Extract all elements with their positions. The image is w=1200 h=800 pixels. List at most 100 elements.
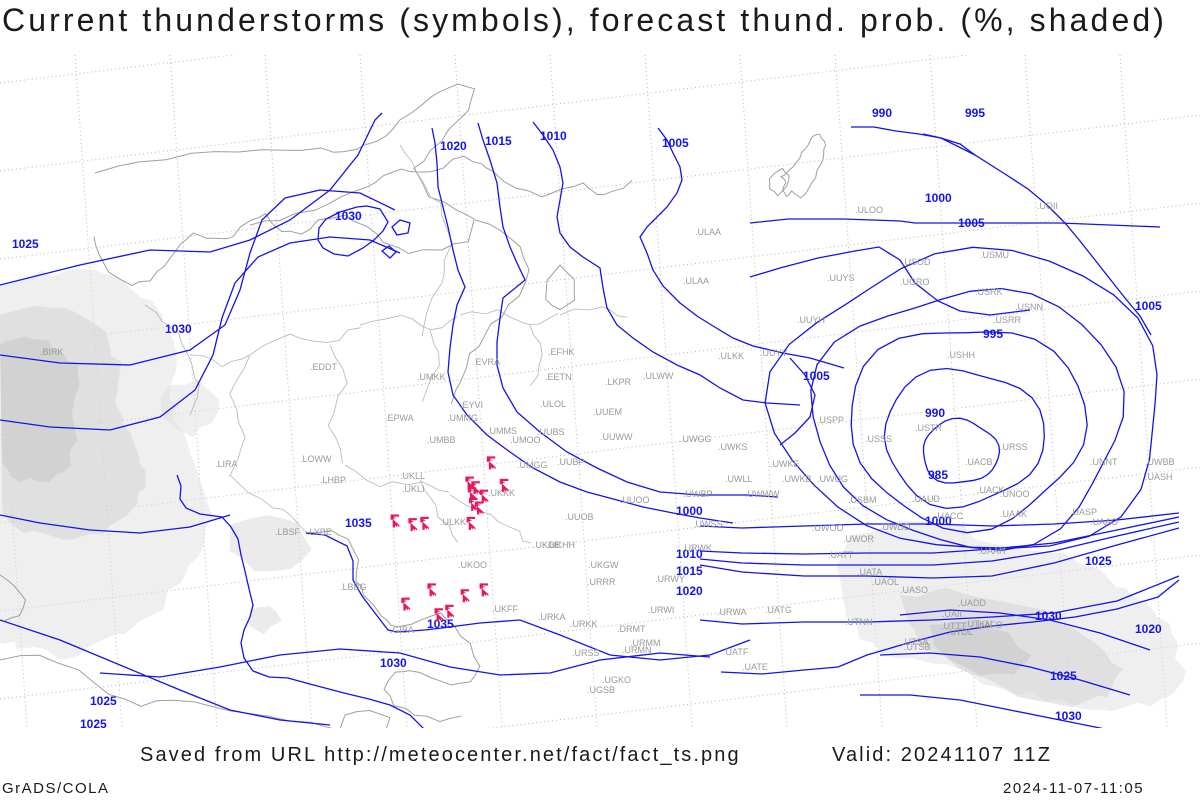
svg-text:.USTR: .USTR [915, 423, 943, 433]
svg-text:.USRK: .USRK [975, 287, 1003, 297]
svg-text:.ULKK: .ULKK [718, 351, 744, 361]
svg-text:.UWOR: .UWOR [843, 534, 874, 544]
svg-text:.ULOO: .ULOO [855, 205, 883, 215]
svg-text:.URWA: .URWA [717, 607, 747, 617]
svg-text:.UATA: .UATA [857, 567, 882, 577]
svg-text:.UKHH: .UKHH [547, 540, 575, 550]
svg-text:.UMOO: .UMOO [510, 435, 541, 445]
svg-text:1035: 1035 [345, 516, 372, 530]
svg-text:1020: 1020 [440, 139, 467, 153]
svg-text:.UOII: .UOII [1037, 201, 1058, 211]
svg-text:.URWK: .URWK [682, 543, 712, 553]
svg-text:1030: 1030 [335, 209, 362, 223]
svg-text:.URMM: .URMM [630, 638, 661, 648]
svg-text:.UMBB: .UMBB [427, 435, 456, 445]
svg-text:.URRR: .URRR [587, 577, 616, 587]
svg-text:.LKPR: .LKPR [605, 377, 632, 387]
svg-text:.UATT: .UATT [828, 550, 854, 560]
svg-text:1000: 1000 [925, 191, 952, 205]
svg-text:.UUYY: .UUYY [760, 348, 788, 358]
svg-text:985: 985 [928, 468, 948, 482]
svg-text:.USOD: .USOD [902, 257, 931, 267]
svg-text:.UNOO: .UNOO [1000, 489, 1030, 499]
svg-text:.LIRA: .LIRA [215, 459, 238, 469]
svg-text:.UNNT: .UNNT [1090, 457, 1118, 467]
svg-text:.UUBP: .UUBP [557, 457, 585, 467]
svg-text:.UMMG: .UMMG [447, 413, 478, 423]
svg-text:.UMGG: .UMGG [517, 460, 548, 470]
svg-text:.UGKO: .UGKO [602, 675, 631, 685]
svg-text:995: 995 [965, 106, 985, 120]
svg-text:.EDDT: .EDDT [310, 362, 338, 372]
svg-text:990: 990 [872, 106, 892, 120]
svg-text:.UUBS: .UUBS [537, 427, 565, 437]
svg-text:.URSS: .URSS [1000, 442, 1028, 452]
svg-text:.UATE: .UATE [742, 662, 768, 672]
svg-text:1005: 1005 [803, 369, 830, 383]
svg-text:.URKK: .URKK [570, 619, 598, 629]
svg-text:1030: 1030 [1055, 709, 1082, 723]
svg-text:.DRMT: .DRMT [617, 624, 646, 634]
svg-text:.LYBE: .LYBE [307, 527, 332, 537]
svg-text:.UWOO: .UWOO [812, 523, 844, 533]
svg-text:.EFHK: .EFHK [548, 347, 575, 357]
svg-text:.UASO: .UASO [900, 585, 928, 595]
svg-text:.URSS: .URSS [572, 648, 600, 658]
svg-text:.UACB: .UACB [965, 457, 993, 467]
svg-text:.ULAA: .ULAA [683, 276, 709, 286]
svg-text:.USSS: .USSS [865, 434, 892, 444]
svg-text:.EVRA: .EVRA [473, 357, 500, 367]
svg-text:.UGSB: .UGSB [587, 685, 615, 695]
svg-text:.UGRO: .UGRO [900, 277, 930, 287]
svg-text:.UKLI: .UKLI [402, 484, 425, 494]
svg-text:.UUOB: .UUOB [565, 512, 594, 522]
svg-text:.UTDL: .UTDL [947, 627, 973, 637]
svg-text:990: 990 [925, 406, 945, 420]
svg-text:.UAAO: .UAAO [1090, 517, 1118, 527]
svg-text:.GIBA: .GIBA [390, 625, 414, 635]
svg-text:.USPP: .USPP [817, 415, 844, 425]
svg-text:.USMU: .USMU [980, 250, 1009, 260]
svg-text:1020: 1020 [676, 584, 703, 598]
svg-text:.UWSS: .UWSS [693, 519, 723, 529]
svg-text:.LOWW: .LOWW [300, 454, 332, 464]
svg-text:.ULWW: .ULWW [643, 371, 674, 381]
svg-text:.UKKK: .UKKK [488, 488, 515, 498]
svg-text:995: 995 [983, 327, 1003, 341]
svg-text:.UUWW: .UUWW [600, 432, 633, 442]
svg-text:.UWLL: .UWLL [725, 474, 753, 484]
svg-text:1025: 1025 [1085, 554, 1112, 568]
svg-text:.UMKK: .UMKK [417, 372, 446, 382]
svg-text:.UATG: .UATG [765, 605, 792, 615]
svg-text:.UACC: .UACC [935, 511, 964, 521]
svg-text:.BIRK: .BIRK [40, 347, 64, 357]
svg-text:.UWKB: .UWKB [782, 474, 812, 484]
svg-text:1020: 1020 [1135, 622, 1162, 636]
svg-text:.UAII: .UAII [942, 609, 962, 619]
svg-text:.UTSB: .UTSB [904, 642, 931, 652]
svg-text:.UWBB: .UWBB [1145, 457, 1175, 467]
svg-text:1015: 1015 [485, 134, 512, 148]
svg-text:.UUYS: .UUYS [827, 273, 855, 283]
svg-text:.UAOL: .UAOL [872, 577, 899, 587]
svg-text:.UKGW: .UKGW [588, 560, 619, 570]
svg-text:.UWUG: .UWUG [817, 474, 848, 484]
svg-text:.UUEM: .UUEM [593, 407, 622, 417]
svg-text:1005: 1005 [1135, 299, 1162, 313]
svg-text:1025: 1025 [90, 694, 117, 708]
svg-text:.UKLL: .UKLL [400, 471, 425, 481]
svg-text:.UAFO: .UAFO [975, 620, 1003, 630]
svg-text:1000: 1000 [676, 504, 703, 518]
svg-text:.USHH: .USHH [947, 350, 975, 360]
svg-text:1010: 1010 [540, 129, 567, 143]
svg-text:1025: 1025 [12, 237, 39, 251]
svg-text:.UAUD: .UAUD [912, 494, 941, 504]
svg-text:.LBBG: .LBBG [340, 582, 367, 592]
svg-text:.ULKK: .ULKK [440, 517, 466, 527]
svg-text:.UTNN: .UTNN [845, 617, 873, 627]
svg-text:.UWGG: .UWGG [680, 434, 712, 444]
svg-text:1005: 1005 [662, 136, 689, 150]
svg-text:.EETN: .EETN [545, 372, 572, 382]
svg-text:.UWKE: .UWKE [770, 459, 800, 469]
svg-text:.UUYH: .UUYH [797, 315, 825, 325]
